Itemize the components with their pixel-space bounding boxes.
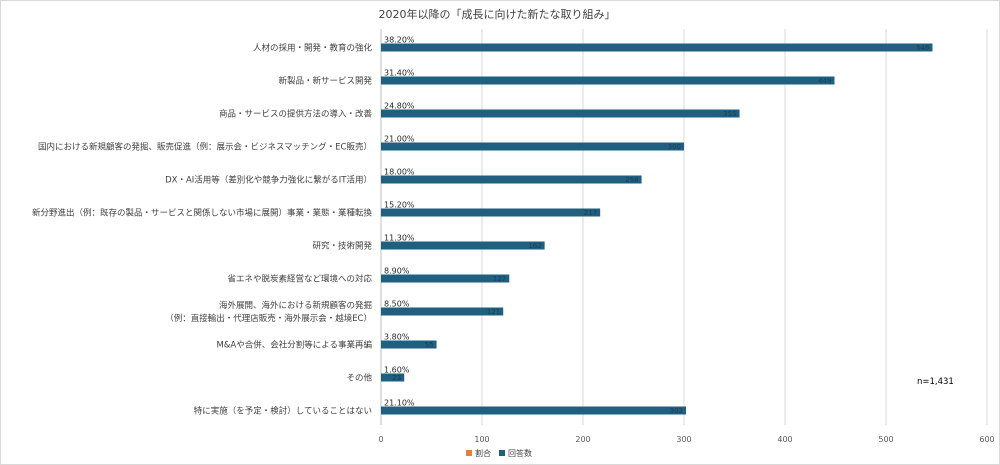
category-label-0: 人材の採用・開発・教育の強化 bbox=[253, 43, 373, 54]
ratio-label-2: 24.80% bbox=[384, 102, 415, 111]
category-label-3: 国内における新規顧客の発掘、販売促進（例：展示会・ビジネスマッチング・EC販売） bbox=[38, 142, 372, 153]
ratio-label-11: 21.10% bbox=[384, 399, 415, 408]
sample-size-note: n=1,431 bbox=[917, 377, 954, 387]
count-label-10: 23 bbox=[392, 374, 401, 382]
count-label-7: 127 bbox=[493, 275, 506, 283]
bar-8 bbox=[381, 307, 504, 316]
legend-label-ratio: 割合 bbox=[475, 448, 491, 458]
count-label-8: 121 bbox=[487, 308, 500, 316]
x-axis-ticks: 0 100 200 300 400 500 600 bbox=[378, 435, 994, 444]
ratio-label-4: 18.00% bbox=[384, 168, 415, 177]
count-label-11: 302 bbox=[670, 407, 683, 415]
count-label-4: 258 bbox=[625, 176, 638, 184]
ratio-label-8: 8.50% bbox=[384, 300, 410, 309]
bar-4 bbox=[381, 175, 642, 184]
x-tick-label-6: 600 bbox=[979, 435, 994, 444]
x-tick-label-0: 0 bbox=[378, 435, 383, 444]
bar-0 bbox=[381, 43, 933, 52]
category-label-11: 特に実施（を予定・検討）していることはない bbox=[194, 406, 372, 417]
bar-9 bbox=[381, 340, 437, 349]
category-label-4: DX・AI活用等（差別化や競争力強化に繋がるIT活用） bbox=[165, 175, 372, 186]
count-label-2: 355 bbox=[723, 110, 736, 118]
ratio-label-5: 15.20% bbox=[384, 201, 415, 210]
legend: 割合 回答数 bbox=[466, 448, 532, 458]
bar-11 bbox=[381, 406, 687, 415]
ratio-label-7: 8.90% bbox=[384, 267, 410, 276]
bar-6 bbox=[381, 241, 545, 250]
legend-swatch-count bbox=[499, 450, 505, 456]
count-label-1: 449 bbox=[818, 77, 831, 85]
legend-label-count: 回答数 bbox=[508, 448, 532, 458]
grid-layer bbox=[380, 29, 988, 425]
bar-5 bbox=[381, 208, 601, 217]
count-label-0: 546 bbox=[916, 44, 930, 52]
ratio-label-1: 31.40% bbox=[384, 69, 415, 78]
x-tick-label-3: 300 bbox=[676, 435, 691, 444]
x-tick-label-4: 400 bbox=[777, 435, 792, 444]
category-label-7: 省エネや脱炭素経営など環境への対応 bbox=[227, 274, 372, 285]
ratio-label-3: 21.00% bbox=[384, 135, 415, 144]
ratio-label-9: 3.80% bbox=[384, 333, 410, 342]
ratio-label-6: 11.30% bbox=[384, 234, 415, 243]
category-label-10: その他 bbox=[346, 373, 372, 384]
category-label-2: 商品・サービスの提供方法の導入・改善 bbox=[219, 109, 373, 120]
x-tick-label-2: 200 bbox=[575, 435, 590, 444]
x-tick-label-5: 500 bbox=[878, 435, 893, 444]
category-label-1: 新製品・新サービス開発 bbox=[278, 76, 372, 87]
ratio-label-0: 38.20% bbox=[384, 36, 415, 45]
legend-swatch-ratio bbox=[466, 450, 472, 456]
bar-3 bbox=[381, 142, 684, 151]
x-tick-label-1: 100 bbox=[474, 435, 489, 444]
count-label-6: 162 bbox=[528, 242, 541, 250]
bars: 546 38.20% 449 31.40% 355 24.80% 300 21.00% 258 1… bbox=[381, 36, 933, 415]
count-label-9: 55 bbox=[425, 341, 434, 349]
bar-7 bbox=[381, 274, 510, 283]
bar-10 bbox=[381, 373, 405, 382]
category-labels: 人材の採用・開発・教育の強化新製品・新サービス開発商品・サービスの提供方法の導入… bbox=[32, 43, 373, 417]
category-label-5: 新分野進出（例：既存の製品・サービスと関係しない市場に展開）事業・業態・業種転換 bbox=[32, 208, 373, 219]
count-label-3: 300 bbox=[668, 143, 681, 151]
bar-2 bbox=[381, 109, 740, 118]
ratio-label-10: 1.60% bbox=[384, 366, 410, 375]
chart-title: 2020年以降の「成長に向けた新たな取り組み」 bbox=[379, 7, 616, 21]
bar-1 bbox=[381, 76, 835, 85]
category-label-8-line-1: （例：直接輸出・代理店販売・海外展示会・越境EC） bbox=[165, 313, 372, 324]
category-label-6: 研究・技術開発 bbox=[312, 241, 372, 252]
category-label-9: M&Aや合併、会社分割等による事業再編 bbox=[216, 340, 372, 351]
count-label-5: 217 bbox=[584, 209, 597, 217]
category-label-8-line-0: 海外展開、海外における新規顧客の発掘 bbox=[219, 300, 372, 311]
